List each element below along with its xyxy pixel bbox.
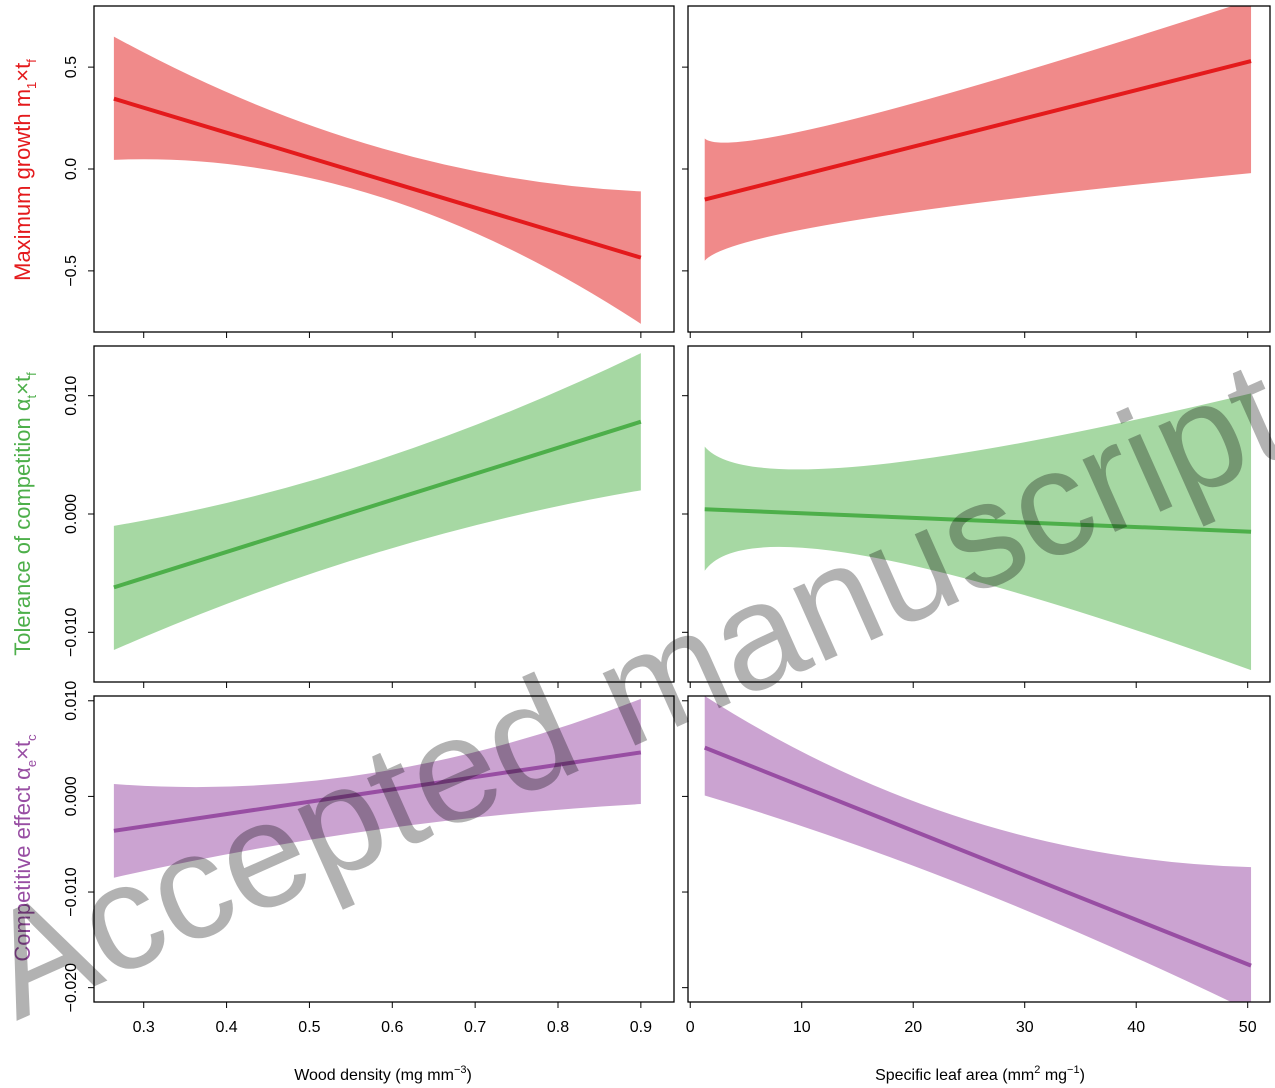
confidence-band: [113, 698, 641, 878]
panel-growth-sla: [682, 5, 1271, 338]
row-title-effect: Competitive effect αe×tc: [10, 734, 39, 962]
y-tick-label: 0.000: [63, 776, 80, 816]
y-tick-label: 0.0: [63, 158, 80, 180]
x-tick-label: 20: [904, 1019, 922, 1036]
confidence-band: [704, 696, 1252, 1002]
confidence-band: [113, 353, 641, 651]
panel-frame: [93, 695, 675, 1003]
row-title-tolerance: Tolerance of competition αt×tf: [10, 372, 39, 656]
y-tick-label: −0.010: [63, 608, 80, 657]
confidence-band: [704, 6, 1252, 261]
y-tick-label: 0.5: [63, 56, 80, 78]
x-tick-label: 30: [1016, 1019, 1034, 1036]
panel-tolerance-sla: [682, 345, 1271, 688]
panel-effect-sla: 0 10 20 30 40 50: [682, 695, 1271, 1036]
fitted-line: [113, 96, 642, 260]
y-tick-label: 0.010: [63, 681, 80, 721]
x-tick-label: 0.9: [630, 1019, 652, 1036]
panel-growth-wood-density: −0.5 0.0 0.5: [63, 5, 675, 338]
confidence-band: [704, 393, 1252, 671]
fitted-line: [703, 745, 1252, 968]
x-tick-label: 40: [1127, 1019, 1145, 1036]
panels: −0.5 0.0 0.5 −0.010 0.000 0.010 −0.020 −0.010 0.…: [63, 5, 1271, 1036]
x-tick-label: 50: [1239, 1019, 1257, 1036]
x-axis-title-sla: Specific leaf area (mm2 mg−1): [875, 1064, 1085, 1084]
x-tick-label: 10: [793, 1019, 811, 1036]
x-tick-label: 0.7: [464, 1019, 486, 1036]
y-tick-label: −0.010: [63, 867, 80, 916]
panel-tolerance-wood-density: −0.010 0.000 0.010: [63, 345, 675, 688]
x-tick-label: 0: [686, 1019, 695, 1036]
y-tick-label: −0.020: [63, 963, 80, 1012]
y-tick-label: 0.010: [63, 376, 80, 416]
x-axis-title-wood-density: Wood density (mg mm−3): [294, 1064, 472, 1084]
row-title-growth: Maximum growth m1×tf: [10, 59, 39, 281]
x-tick-label: 0.6: [381, 1019, 403, 1036]
y-tick-label: −0.5: [63, 255, 80, 287]
x-tick-label: 0.3: [133, 1019, 155, 1036]
fitted-line: [113, 419, 642, 590]
panel-effect-wood-density: −0.020 −0.010 0.000 0.010 0.3 0.4 0.5 0.6 0.7 0.8…: [63, 681, 675, 1036]
panel-frame: [687, 695, 1271, 1003]
fitted-line: [704, 507, 1252, 534]
fitted-line: [113, 750, 642, 833]
fitted-line: [704, 59, 1252, 202]
x-tick-label: 0.5: [298, 1019, 320, 1036]
x-tick-label: 0.8: [547, 1019, 569, 1036]
x-tick-label: 0.4: [215, 1019, 237, 1036]
y-tick-label: 0.000: [63, 494, 80, 534]
